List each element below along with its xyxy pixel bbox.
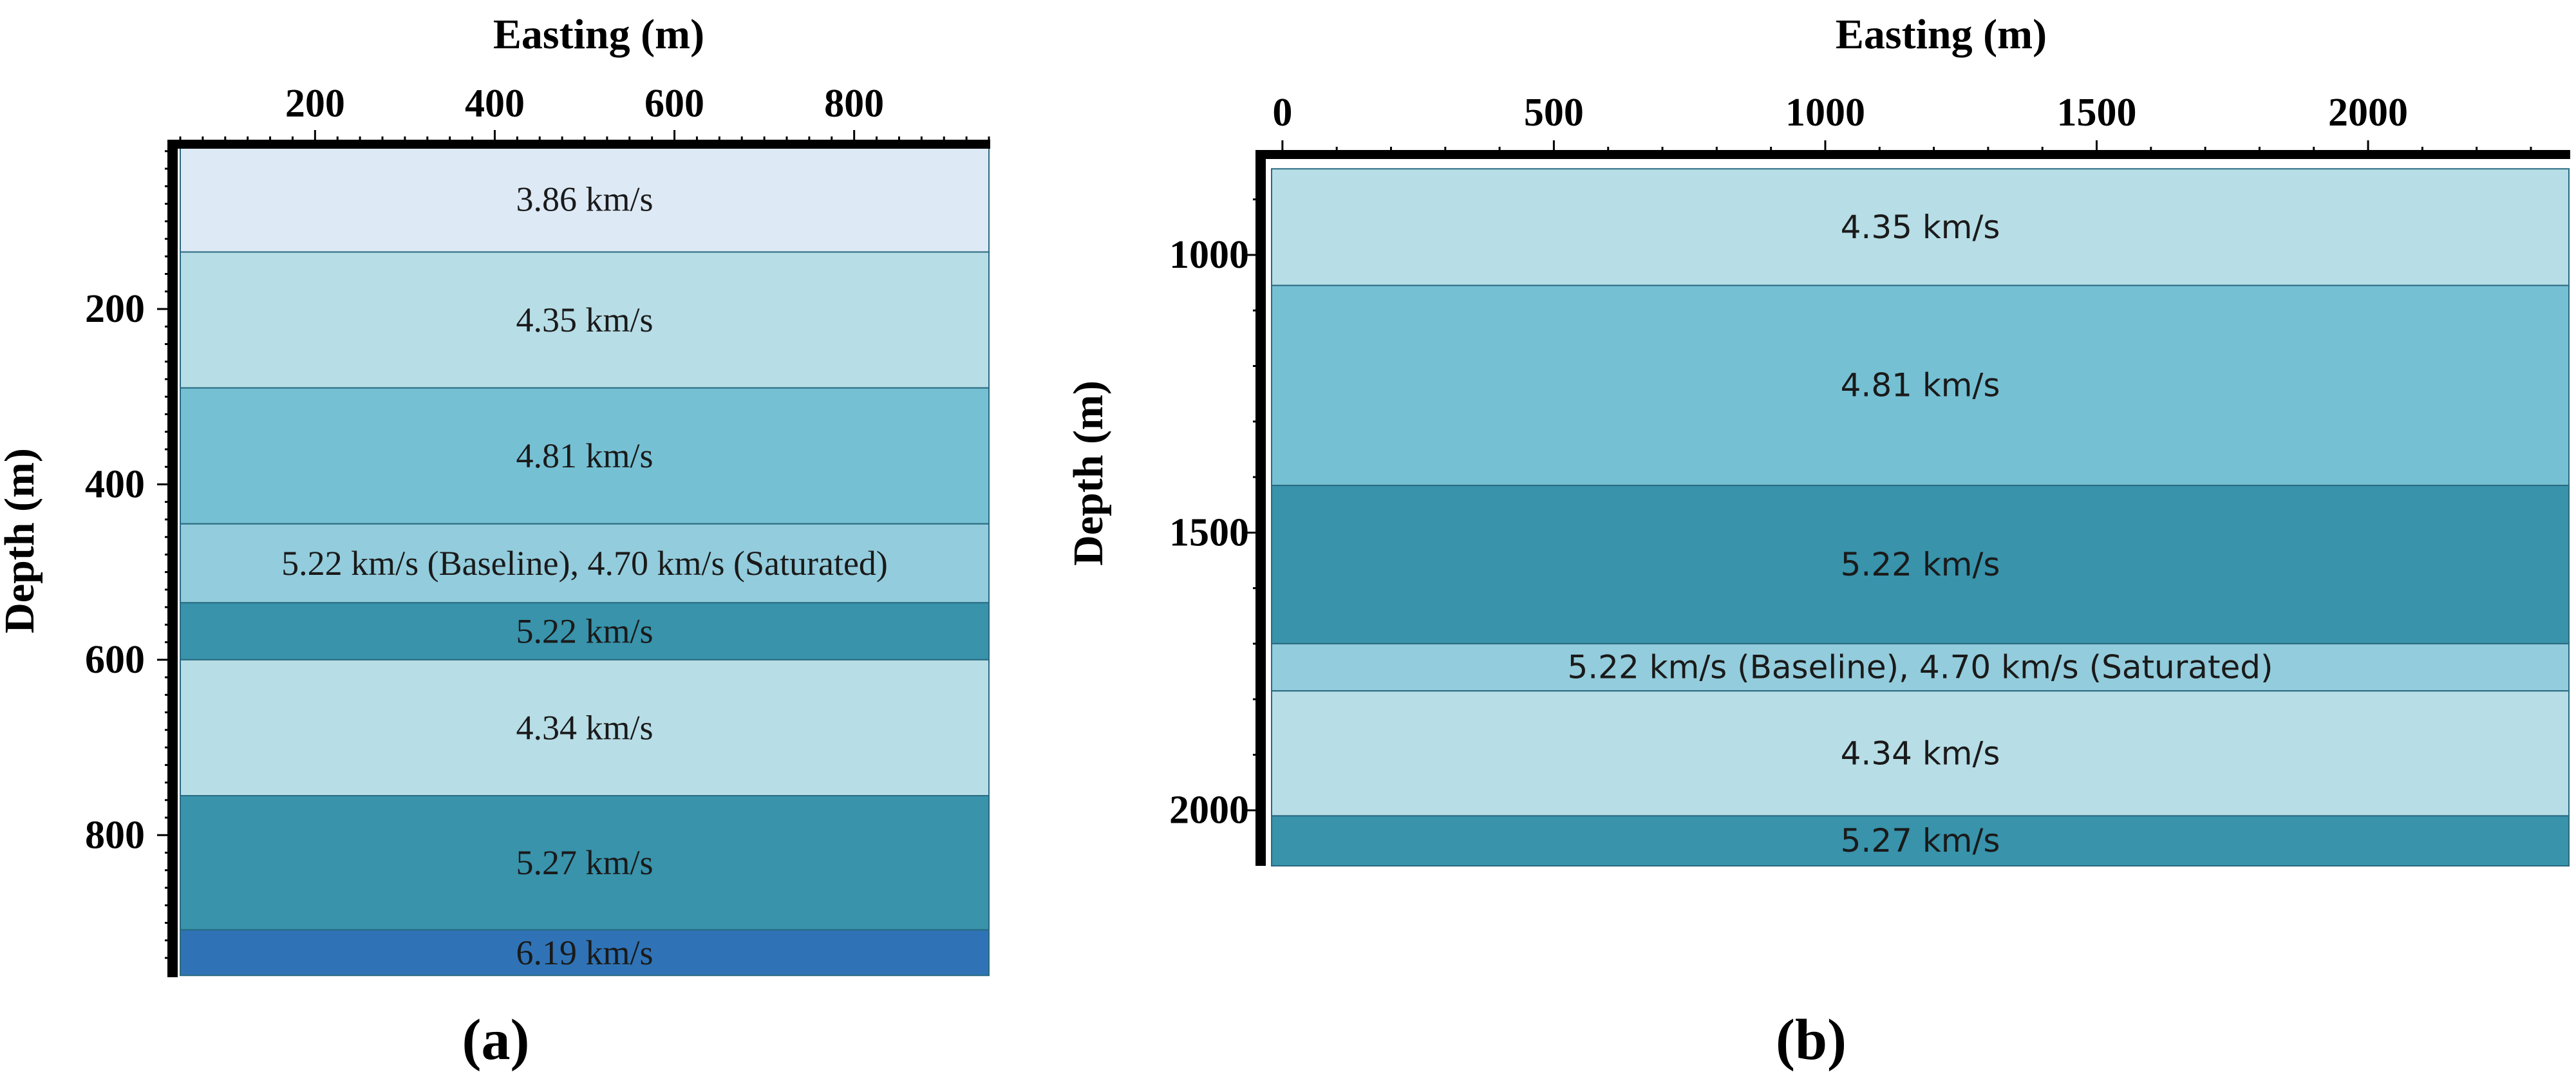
panel-a-y-tick-label: 200 [85, 287, 145, 331]
panel-b-layer-3-velocity-label: 5.22 km/s [1841, 546, 2000, 583]
panel-a-layer-2 [180, 251, 990, 389]
panel-b-layer-1 [1271, 168, 2570, 286]
panel-a-layers [180, 146, 990, 977]
panel-a: 3.86 km/s 4.35 km/s 4.81 km/s 5.22 km/s (Ba… [0, 11, 990, 1072]
panel-a-layer-8-velocity-label: 6.19 km/s [516, 933, 653, 972]
panel-a-layer-3 [180, 387, 990, 525]
panel-b: 4.35 km/s 4.81 km/s 5.22 km/s 5.22 km/s (Ba… [1065, 11, 2570, 1072]
panel-b-y-tick-label: 2000 [1169, 789, 1249, 832]
panel-a-layer-3-velocity-label: 4.81 km/s [516, 436, 653, 475]
panel-b-layer-5-velocity-label: 4.34 km/s [1841, 735, 2000, 772]
panel-b-y-axis-title: Depth (m) [1065, 380, 1112, 566]
panel-a-layer-labels: 3.86 km/s 4.35 km/s 4.81 km/s 5.22 km/s (Ba… [281, 180, 888, 972]
panel-b-y-tick-label: 1000 [1169, 233, 1249, 277]
panel-a-layer-4 [180, 523, 990, 604]
panel-b-x-tick-label: 2000 [2328, 91, 2408, 135]
panel-b-layer-2-velocity-label: 4.81 km/s [1841, 367, 2000, 404]
panel-a-layer-1-velocity-label: 3.86 km/s [516, 180, 653, 219]
panel-b-layer-2 [1271, 285, 2570, 487]
panel-a-x-tick-label: 400 [465, 82, 525, 126]
panel-b-layer-4-velocity-label: 5.22 km/s (Baseline), 4.70 km/s (Saturat… [1567, 649, 2273, 686]
panel-a-y-axis-title: Depth (m) [0, 448, 43, 633]
panel-b-axes [1255, 150, 2570, 866]
panel-b-label: (b) [1776, 1008, 1847, 1072]
panel-b-x-tick-label: 1000 [1785, 91, 1865, 135]
panel-a-layer-8 [180, 929, 990, 977]
panel-b-layer-1-velocity-label: 4.35 km/s [1841, 209, 2000, 246]
panel-b-x-axis-title: Easting (m) [1836, 11, 2047, 58]
panel-b-layer-3 [1271, 485, 2570, 644]
panel-a-axes [167, 140, 990, 977]
panel-a-y-tick-label: 600 [85, 638, 145, 682]
panel-b-y-tick-label: 1500 [1169, 510, 1249, 554]
panel-a-layer-6 [180, 659, 990, 796]
panel-b-layer-4 [1271, 642, 2570, 692]
panel-a-label: (a) [462, 1008, 530, 1072]
panel-b-ticks [1245, 140, 2532, 812]
panel-a-layer-6-velocity-label: 4.34 km/s [516, 708, 653, 747]
panel-a-x-tick-label: 800 [824, 82, 884, 126]
panel-a-x-axis-title: Easting (m) [493, 11, 704, 58]
panel-a-x-tick-label: 200 [285, 82, 345, 126]
panel-a-layer-2-velocity-label: 4.35 km/s [516, 301, 653, 339]
panel-a-layer-5-velocity-label: 5.22 km/s [516, 612, 653, 651]
panel-b-x-tick-label: 1500 [2057, 91, 2137, 135]
panel-a-layer-4-velocity-label: 5.22 km/s (Baseline), 4.70 km/s (Saturat… [281, 544, 888, 583]
panel-a-layer-1 [180, 146, 990, 253]
panel-b-x-tick-label: 0 [1272, 91, 1292, 135]
panel-b-tick-labels: 0 500 1000 1500 2000 1000 1500 2000 [1169, 91, 2408, 832]
panel-b-layer-labels: 4.35 km/s 4.81 km/s 5.22 km/s 5.22 km/s (Ba… [1567, 209, 2273, 859]
panel-a-y-tick-label: 400 [85, 462, 145, 506]
panel-b-layer-5 [1271, 690, 2570, 817]
panel-a-ticks [157, 130, 990, 959]
panel-a-y-tick-label: 800 [85, 813, 145, 857]
panel-b-layer-6-velocity-label: 5.27 km/s [1841, 822, 2000, 859]
panel-a-tick-labels: 200 400 600 800 200 400 600 800 [85, 82, 884, 857]
panel-a-layer-7-velocity-label: 5.27 km/s [516, 843, 653, 882]
panel-b-x-tick-label: 500 [1524, 91, 1584, 135]
panel-a-layer-7 [180, 795, 990, 931]
panel-a-x-tick-label: 600 [644, 82, 704, 126]
panel-b-layer-6 [1271, 815, 2570, 866]
panel-b-layers [1271, 168, 2570, 866]
